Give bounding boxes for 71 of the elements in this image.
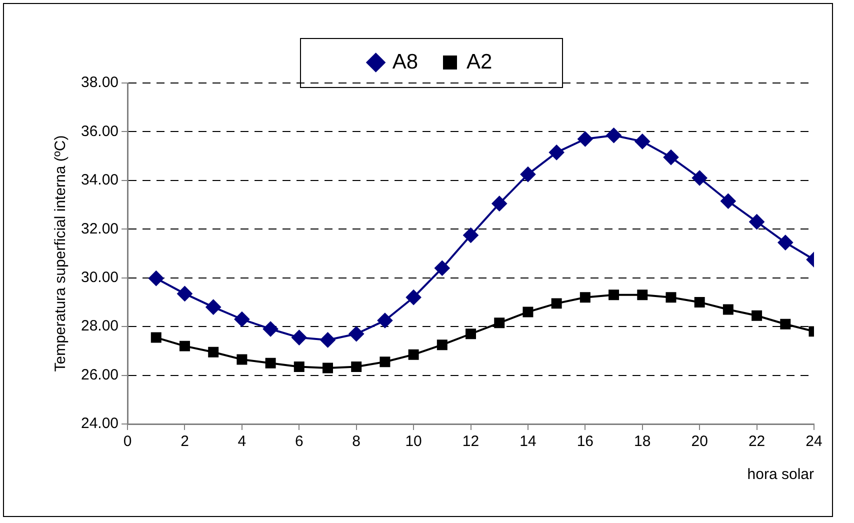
point — [265, 358, 276, 368]
x-tick-label: 0 — [123, 433, 132, 450]
y-tick-label: 32.00 — [80, 220, 119, 238]
point — [463, 228, 478, 243]
point — [778, 235, 793, 250]
point — [520, 166, 536, 182]
x-tick-label: 20 — [691, 433, 708, 450]
point — [551, 298, 562, 309]
y-tick-label: 26.00 — [80, 366, 119, 384]
point — [320, 332, 336, 348]
point — [208, 346, 219, 358]
point — [380, 356, 390, 368]
point — [606, 128, 622, 143]
point — [663, 150, 678, 165]
y-tick-label: 34.00 — [80, 172, 119, 189]
point — [322, 362, 333, 374]
y-axis-title: Temperatura superficial interna (ºC) — [52, 135, 70, 372]
point — [292, 330, 307, 346]
point — [608, 290, 620, 300]
point — [549, 144, 564, 160]
point — [494, 318, 505, 328]
point — [720, 194, 736, 209]
x-tick-label: 12 — [462, 433, 480, 450]
point — [294, 362, 304, 372]
point — [351, 362, 362, 372]
x-tick-label: 22 — [748, 433, 766, 450]
point — [580, 292, 590, 303]
point — [148, 270, 164, 286]
point — [177, 286, 192, 302]
point — [694, 296, 705, 308]
point — [522, 306, 534, 318]
x-tick-label: 14 — [520, 433, 536, 450]
point — [752, 310, 762, 321]
point — [466, 328, 476, 340]
point — [180, 340, 190, 352]
point — [692, 170, 708, 186]
point — [637, 290, 648, 300]
x-tick-label: 4 — [238, 433, 246, 450]
legend-label: A2 — [466, 50, 492, 74]
point — [634, 134, 650, 149]
y-tick-label: 30.00 — [80, 269, 119, 286]
x-tick-label: 2 — [180, 433, 189, 450]
point — [749, 214, 764, 230]
x-tick-label: 18 — [634, 433, 651, 450]
x-tick-label: 10 — [405, 433, 422, 450]
point — [780, 318, 791, 330]
point — [578, 132, 593, 147]
point — [406, 290, 422, 305]
point — [722, 304, 734, 315]
point — [236, 354, 248, 365]
y-tick-label: 36.00 — [80, 122, 119, 140]
y-tick-label: 24.00 — [80, 415, 119, 432]
point — [666, 292, 676, 303]
point — [348, 326, 364, 342]
point — [234, 312, 250, 327]
x-axis-title: hora solar — [747, 466, 814, 484]
y-tick-label: 38.00 — [80, 74, 119, 92]
point — [492, 196, 507, 212]
x-tick-label: 8 — [352, 433, 361, 450]
x-tick-label: 24 — [806, 433, 822, 450]
y-tick-label: 28.00 — [80, 318, 119, 335]
x-tick-label: 6 — [294, 433, 304, 450]
point — [206, 300, 221, 315]
point — [434, 260, 450, 276]
point — [263, 322, 278, 337]
point — [408, 349, 419, 360]
x-tick-label: 16 — [576, 433, 594, 450]
point — [150, 332, 162, 343]
point — [377, 312, 392, 328]
point — [436, 340, 448, 350]
legend-label: A8 — [392, 50, 418, 74]
